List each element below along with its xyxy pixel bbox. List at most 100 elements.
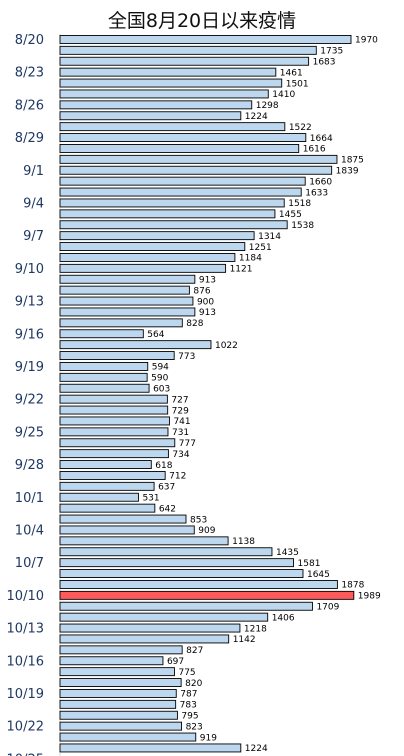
bar-9-28 bbox=[59, 460, 152, 469]
tick-label-10-16: 10/16 bbox=[7, 654, 44, 669]
tick-label-8-20: 8/20 bbox=[15, 33, 44, 48]
bar-8-21 bbox=[59, 45, 317, 55]
tick-label-9-10: 9/10 bbox=[15, 262, 44, 277]
data-label-9-26: 777 bbox=[179, 439, 196, 449]
tick-label-9-19: 9/19 bbox=[15, 360, 44, 375]
data-label-10-17: 775 bbox=[178, 668, 195, 678]
data-label-8-27: 1224 bbox=[245, 112, 268, 122]
data-label-9-3: 1633 bbox=[305, 188, 328, 198]
data-label-10-19: 787 bbox=[180, 690, 197, 700]
data-label-10-9: 1878 bbox=[341, 581, 364, 591]
bar-8-31 bbox=[59, 154, 338, 164]
tick-label-10-22: 10/22 bbox=[7, 720, 44, 735]
bar-8-22 bbox=[59, 56, 310, 66]
bar-10-20 bbox=[59, 699, 177, 709]
data-label-10-8: 1645 bbox=[307, 570, 330, 580]
data-label-8-24: 1501 bbox=[286, 79, 309, 89]
tick-label-8-23: 8/23 bbox=[15, 66, 44, 81]
data-label-10-7: 1581 bbox=[298, 559, 321, 569]
data-label-9-2: 1660 bbox=[309, 177, 332, 187]
data-label-9-19: 594 bbox=[152, 363, 169, 373]
bar-9-9 bbox=[59, 252, 236, 262]
data-label-10-3: 853 bbox=[190, 515, 207, 525]
bar-10-12 bbox=[59, 612, 269, 622]
data-label-9-12: 876 bbox=[193, 286, 210, 296]
data-label-9-8: 1251 bbox=[249, 243, 272, 253]
data-label-9-22: 727 bbox=[171, 395, 188, 405]
data-label-9-6: 1538 bbox=[291, 221, 314, 231]
data-label-10-16: 697 bbox=[167, 657, 184, 667]
bar-9-16 bbox=[59, 329, 144, 339]
bar-9-17 bbox=[59, 340, 212, 350]
bar-9-8 bbox=[59, 242, 246, 252]
bar-8-24 bbox=[59, 78, 283, 88]
data-label-10-10: 1989 bbox=[358, 592, 381, 602]
bar-9-1 bbox=[59, 165, 333, 175]
tick-label-9-22: 9/22 bbox=[15, 393, 44, 408]
data-label-9-27: 734 bbox=[172, 450, 189, 460]
data-label-9-10: 1121 bbox=[230, 265, 253, 275]
bar-9-30 bbox=[59, 481, 155, 491]
bar-8-23 bbox=[59, 67, 277, 77]
bar-10-15 bbox=[59, 645, 183, 655]
bar-10-8 bbox=[59, 569, 304, 578]
data-label-9-14: 913 bbox=[199, 308, 216, 318]
bar-10-11 bbox=[59, 601, 313, 611]
bar-9-19 bbox=[59, 362, 149, 371]
bar-10-3 bbox=[59, 514, 187, 524]
data-label-10-14: 1142 bbox=[233, 635, 256, 645]
bar-9-5 bbox=[59, 209, 276, 219]
bar-9-18 bbox=[59, 351, 175, 360]
data-label-8-26: 1298 bbox=[256, 101, 279, 111]
bar-10-14 bbox=[59, 634, 230, 644]
tick-label-10-4: 10/4 bbox=[15, 523, 44, 538]
data-label-9-11: 913 bbox=[199, 275, 216, 285]
bar-9-24 bbox=[59, 416, 170, 426]
data-label-9-21: 603 bbox=[153, 384, 170, 394]
data-label-10-18: 820 bbox=[185, 679, 202, 689]
bar-10-22 bbox=[59, 721, 183, 731]
data-label-10-21: 795 bbox=[181, 711, 198, 721]
tick-label-10-19: 10/19 bbox=[7, 687, 44, 702]
data-label-10-11: 1709 bbox=[316, 602, 339, 612]
tick-label-10-13: 10/13 bbox=[7, 622, 44, 637]
data-label-9-1: 1839 bbox=[336, 166, 359, 176]
data-label-8-22: 1683 bbox=[313, 57, 336, 67]
bar-8-26 bbox=[59, 100, 253, 110]
data-label-10-6: 1435 bbox=[276, 548, 299, 558]
tick-label-9-1: 9/1 bbox=[23, 164, 44, 179]
bar-8-25 bbox=[59, 89, 269, 99]
tick-label-9-16: 9/16 bbox=[15, 327, 44, 342]
data-label-10-1: 531 bbox=[142, 493, 159, 503]
data-label-9-23: 729 bbox=[172, 406, 189, 416]
data-label-10-5: 1138 bbox=[232, 537, 255, 547]
data-label-9-24: 741 bbox=[173, 417, 190, 427]
bar-10-9 bbox=[59, 580, 338, 589]
bar-10-2 bbox=[59, 503, 156, 513]
data-label-9-28: 618 bbox=[155, 461, 172, 471]
tick-label-10-10: 10/10 bbox=[7, 589, 44, 604]
tick-label-9-13: 9/13 bbox=[15, 295, 44, 310]
bar-9-3 bbox=[59, 187, 302, 197]
bar-9-27 bbox=[59, 449, 169, 459]
data-label-10-2: 642 bbox=[159, 504, 176, 514]
data-label-8-25: 1410 bbox=[272, 90, 295, 100]
bar-8-28 bbox=[59, 122, 286, 132]
tick-label-10-25: 10/25 bbox=[7, 752, 44, 756]
bar-10-17 bbox=[59, 667, 175, 677]
data-label-8-29: 1664 bbox=[310, 134, 333, 144]
bar-9-6 bbox=[59, 220, 288, 230]
bar-10-19 bbox=[59, 689, 177, 698]
bar-9-7 bbox=[59, 231, 255, 241]
bar-9-21 bbox=[59, 383, 150, 393]
bar-10-21 bbox=[59, 710, 178, 720]
data-label-10-4: 909 bbox=[198, 526, 215, 536]
data-label-9-30: 637 bbox=[158, 483, 175, 493]
bar-8-20 bbox=[59, 35, 352, 44]
tick-label-10-7: 10/7 bbox=[15, 556, 44, 571]
data-label-9-18: 773 bbox=[178, 352, 195, 362]
data-label-10-23: 919 bbox=[200, 733, 217, 743]
bar-9-22 bbox=[59, 394, 168, 404]
bar-9-10 bbox=[59, 263, 227, 273]
